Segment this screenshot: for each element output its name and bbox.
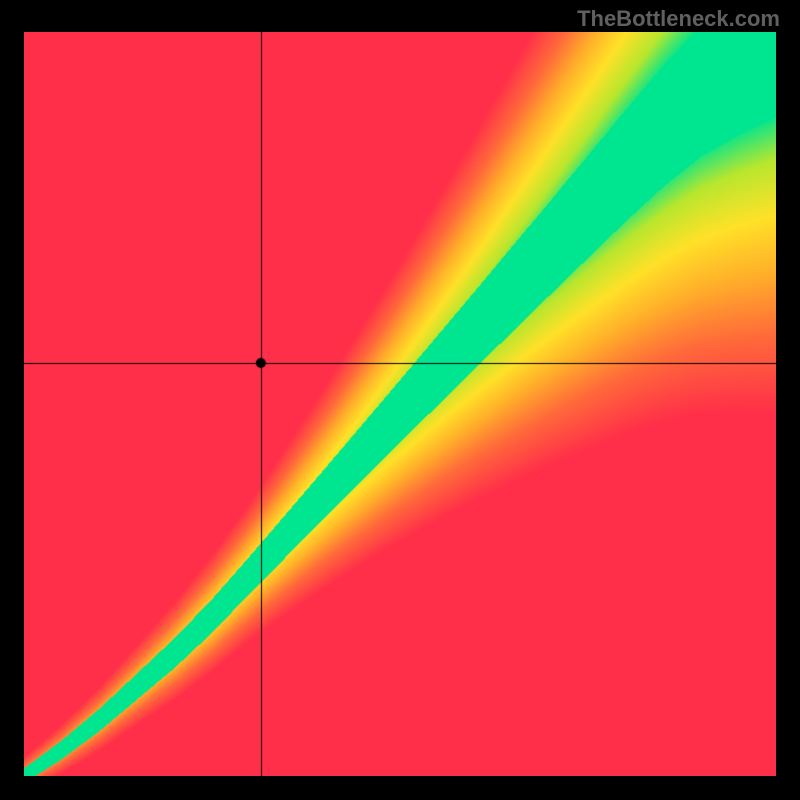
heatmap-canvas: [24, 32, 776, 776]
watermark-text: TheBottleneck.com: [577, 6, 780, 32]
heatmap-plot: [24, 32, 776, 776]
chart-frame: TheBottleneck.com: [0, 0, 800, 800]
